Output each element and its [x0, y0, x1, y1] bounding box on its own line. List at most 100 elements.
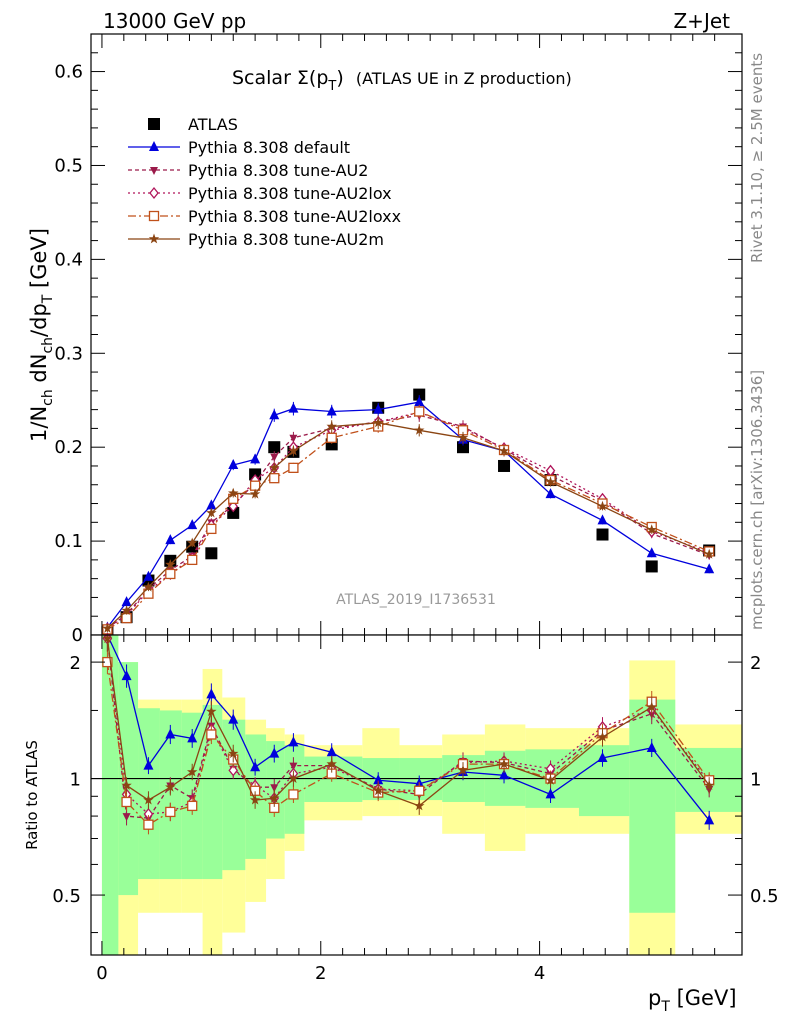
ratio-point [646, 741, 657, 752]
ratio-point [373, 774, 384, 785]
x-tick-label: 0 [96, 963, 107, 984]
data-point [227, 506, 240, 519]
ratio-point [597, 752, 608, 763]
ratio-point [703, 779, 715, 790]
data-point [646, 547, 657, 558]
plot-title: Scalar Σ(pT) (ATLAS UE in Z production) [232, 67, 572, 94]
data-point [187, 519, 198, 530]
y-axis-label-main: 1/Nch dNch/dpT [GeV] [27, 228, 56, 442]
data-point [288, 445, 299, 456]
y-tick-label: 0.5 [54, 155, 83, 176]
legend-item-pythia-8-308-tune-au2loxx: Pythia 8.308 tune-AU2loxx [128, 207, 401, 226]
y-axis-label-ratio: Ratio to ATLAS [23, 740, 41, 850]
legend-marker [148, 210, 160, 222]
data-point [597, 500, 608, 511]
ratio-y-tick-label: 1 [70, 770, 81, 791]
data-point [288, 402, 299, 413]
ratio-point [143, 794, 154, 805]
data-point [326, 405, 337, 416]
ratio-y-tick-label: 0.5 [52, 886, 81, 907]
data-point [269, 409, 280, 420]
ratio-point [597, 731, 608, 742]
ratio-point [102, 633, 113, 644]
legend-label: Pythia 8.308 tune-AU2loxx [188, 207, 401, 226]
x-tick-label: 2 [315, 963, 326, 984]
data-point [414, 424, 425, 435]
data-point [250, 453, 261, 464]
data-point [206, 523, 217, 535]
ratio-point [165, 781, 176, 792]
ratio-point [288, 736, 299, 747]
legend-label: Pythia 8.308 default [188, 138, 350, 157]
ratio-point [269, 792, 280, 803]
data-point [326, 421, 337, 431]
data-point [498, 445, 510, 456]
data-point [205, 547, 218, 560]
ratio-point [704, 814, 715, 825]
main-panel-axes: 0 0.1 0.2 0.3 0.4 0.5 0.6 [54, 33, 743, 646]
data-point [498, 459, 511, 472]
stat-band [202, 704, 223, 880]
data-point [121, 605, 132, 615]
data-point [187, 554, 198, 566]
analysis-watermark: ATLAS_2019_I1736531 [336, 592, 496, 608]
stat-band [222, 719, 246, 871]
ratio-point [228, 713, 239, 724]
ratio-point [143, 759, 154, 770]
ratio-point [414, 785, 425, 796]
legend-label: Pythia 8.308 tune-AU2 [188, 161, 368, 180]
series-pythia-8-308-tune-au2m [102, 416, 715, 633]
ratio-point [646, 701, 657, 712]
ratio-point [187, 800, 198, 812]
plot-title-close: ) [336, 67, 343, 89]
data-point [269, 462, 280, 473]
x-tick-label: 4 [534, 963, 545, 984]
y-tick-label: 0.6 [54, 62, 83, 83]
data-point [268, 441, 281, 454]
ratio-point [143, 819, 154, 830]
main-panel-background [91, 34, 742, 635]
ratio-point [121, 670, 132, 681]
ratio-point [373, 785, 384, 796]
ratio-point [121, 796, 132, 808]
y-tick-label: 0.4 [54, 249, 83, 270]
data-point [373, 403, 384, 414]
data-point [165, 534, 176, 545]
data-point [269, 473, 280, 484]
ratio-point [228, 764, 239, 777]
ratio-point [249, 794, 261, 805]
data-point [545, 488, 556, 499]
legend-label: Pythia 8.308 tune-AU2m [188, 230, 384, 249]
ratio-point [414, 800, 425, 811]
y-tick-label: 0.2 [54, 437, 83, 458]
data-point [288, 462, 299, 473]
ratio-point [498, 758, 510, 769]
data-point [704, 563, 715, 574]
legend-marker [149, 141, 159, 151]
data-point [187, 537, 198, 548]
ratio-y-tick-label-right: 1 [750, 770, 761, 791]
ratio-series-pythia-8-308-default [106, 634, 715, 830]
data-point [457, 432, 469, 443]
legend-marker [150, 167, 158, 175]
stat-band [629, 699, 676, 913]
ratio-point [206, 706, 217, 716]
ratio-point [545, 788, 556, 799]
plot-title-subscript: T [327, 79, 336, 94]
ratio-point [288, 773, 299, 783]
ratio-point [250, 761, 261, 772]
data-point [206, 499, 217, 510]
legend-label: ATLAS [188, 115, 238, 134]
header-collision-label: 13000 GeV pp [103, 9, 246, 33]
data-point [228, 487, 239, 498]
y-tick-label: 0 [72, 625, 83, 646]
data-point [703, 548, 715, 559]
y-tick-label: 0.1 [54, 531, 83, 552]
ratio-point [122, 813, 131, 822]
legend-item-pythia-8-308-tune-au2m: Pythia 8.308 tune-AU2m [128, 230, 384, 249]
ratio-point [206, 688, 217, 699]
data-point [165, 568, 176, 580]
legend-marker [148, 118, 160, 130]
data-point [457, 441, 469, 454]
